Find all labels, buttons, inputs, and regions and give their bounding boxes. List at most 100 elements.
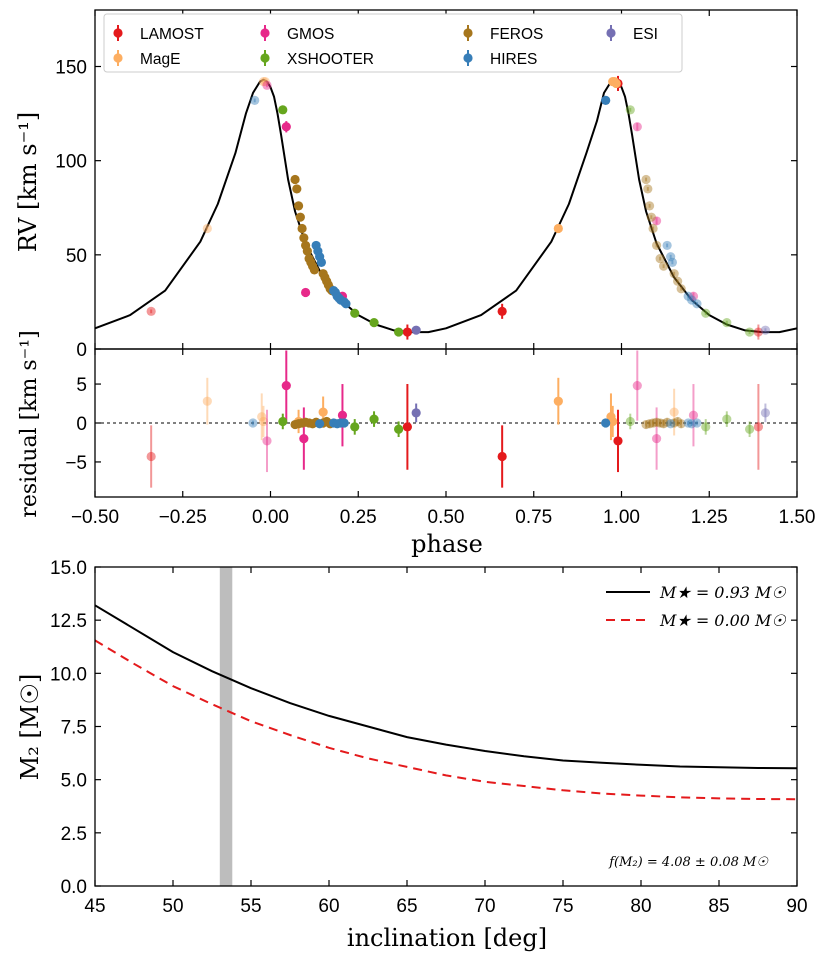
residual-point-gmos: [281, 381, 291, 391]
residual-ytick-label: −5: [65, 453, 87, 474]
residual-point-hires: [666, 419, 676, 429]
residual-point-xshooter: [701, 422, 711, 432]
mass-xtick-label: 85: [708, 896, 729, 917]
rv-legend-marker: [113, 28, 123, 38]
rv-point-hires: [692, 299, 702, 309]
inclination-band: [219, 567, 233, 886]
mass-ylabel: M₂ [M☉]: [16, 674, 44, 781]
rv-legend-marker: [260, 28, 270, 38]
rv-legend: LAMOST MagE GMOS XSHOOTER FEROS HIRES ESI: [103, 13, 683, 73]
residual-xtick-label: 0.25: [340, 507, 377, 528]
residual-point-gmos: [688, 410, 699, 420]
rv-point-feros: [643, 184, 653, 194]
rv-point-lamost: [146, 306, 156, 316]
rv-point-feros: [676, 284, 686, 294]
mass-ytick-label: 10.0: [50, 664, 87, 685]
mass-xtick-label: 75: [552, 896, 573, 917]
residual-point-xshooter: [394, 424, 404, 434]
mass-legend: M★ = 0.93 M☉ M★ = 0.00 M☉: [606, 583, 786, 630]
rv-point-feros: [673, 276, 683, 286]
residual-panel: −5 0 5 −0.50 −0.25 0.00 0.25 0.50 0.75 1.00 1.25 1.…: [65, 348, 815, 528]
mass-ytick-label: 7.5: [61, 718, 87, 739]
rv-point-feros: [290, 174, 300, 185]
rv-legend-marker: [463, 53, 473, 63]
rv-ytick-label: 50: [66, 246, 87, 267]
residual-point-feros: [644, 419, 655, 429]
rv-legend-label-feros: FEROS: [490, 26, 543, 43]
residual-point-lamost: [402, 422, 412, 432]
rv-point-gmos: [262, 80, 272, 90]
rv-legend-marker: [113, 53, 123, 63]
mass-function-annotation: f(M₂) = 4.08 ± 0.08 M☉: [608, 855, 769, 870]
rv-point-lamost: [753, 327, 763, 337]
rv-legend-marker: [463, 28, 473, 38]
rv-point-xshooter: [350, 308, 360, 318]
rv-model-curve: [95, 78, 797, 334]
rv-point-gmos: [688, 291, 699, 301]
mass-xtick-label: 45: [84, 896, 105, 917]
rv-legend-label-gmos: GMOS: [287, 26, 334, 43]
mass-xtick-label: 55: [240, 896, 261, 917]
rv-point-feros: [652, 240, 662, 251]
residual-point-esi: [411, 408, 421, 418]
rv-point-xshooter: [278, 105, 288, 115]
rv-point-feros: [297, 223, 307, 234]
residual-point-mage: [202, 396, 212, 406]
rv-point-feros: [309, 265, 319, 275]
residual-point-mage: [608, 416, 618, 427]
residual-point-mage: [318, 407, 328, 417]
residual-xtick-label: 0.00: [252, 507, 289, 528]
rv-point-feros: [644, 201, 655, 211]
rv-point-xshooter: [394, 327, 404, 337]
residual-point-lamost: [613, 436, 623, 446]
rv-point-gmos: [281, 122, 291, 132]
rv-point-gmos: [652, 216, 662, 226]
mass-ytick-label: 0.0: [61, 877, 87, 898]
rv-point-mage: [202, 223, 212, 234]
residual-xtick-label: −0.25: [159, 507, 207, 528]
residual-point-feros: [659, 419, 669, 429]
rv-point-hires: [341, 299, 351, 309]
residual-ytick-label: 5: [76, 375, 87, 396]
mass-ytick-label: 12.5: [50, 611, 87, 632]
rv-legend-label-lamost: LAMOST: [140, 26, 204, 43]
residual-point-hires: [339, 418, 349, 428]
rv-legend-label-hires: HIRES: [490, 51, 537, 68]
rv-point-gmos: [632, 122, 642, 132]
rv-point-lamost: [402, 327, 412, 337]
residual-point-gmos: [337, 410, 348, 420]
mass-curve-1: [94, 639, 798, 801]
rv-point-feros: [299, 233, 309, 243]
rv-plot-area: [95, 75, 797, 340]
residual-point-lamost: [753, 422, 763, 432]
rv-point-xshooter: [722, 318, 732, 328]
residual-point-lamost: [497, 451, 507, 462]
residual-point-xshooter: [745, 424, 755, 434]
residual-point-gmos: [652, 433, 662, 444]
rv-ytick-label: 100: [55, 152, 87, 173]
residual-point-mage: [257, 412, 267, 422]
residual-point-xshooter: [278, 416, 288, 427]
residual-point-hires: [601, 418, 611, 428]
rv-point-mage: [611, 78, 621, 89]
residual-point-hires: [248, 418, 258, 428]
rv-point-hires: [250, 95, 260, 105]
rv-point-xshooter: [369, 318, 379, 328]
rv-panel: 0 50 100 150: [55, 9, 798, 361]
residual-point-esi: [760, 408, 771, 418]
residual-ylabel: residual [km s⁻¹]: [17, 330, 42, 517]
residual-point-hires: [687, 419, 697, 429]
residual-point-xshooter: [625, 416, 635, 427]
rv-legend-marker: [260, 53, 270, 63]
residual-point-feros: [655, 418, 665, 428]
inclination-xlabel: inclination [deg]: [347, 924, 547, 952]
rv-ytick-label: 0: [76, 340, 87, 361]
rv-point-feros: [648, 223, 658, 234]
rv-point-feros: [302, 246, 312, 256]
rv-point-xshooter: [701, 308, 711, 318]
rv-point-hires: [316, 257, 326, 267]
rv-point-mage: [553, 223, 563, 234]
residual-point-feros: [676, 419, 686, 429]
residual-point-xshooter: [369, 414, 379, 424]
rv-point-esi: [411, 325, 421, 335]
